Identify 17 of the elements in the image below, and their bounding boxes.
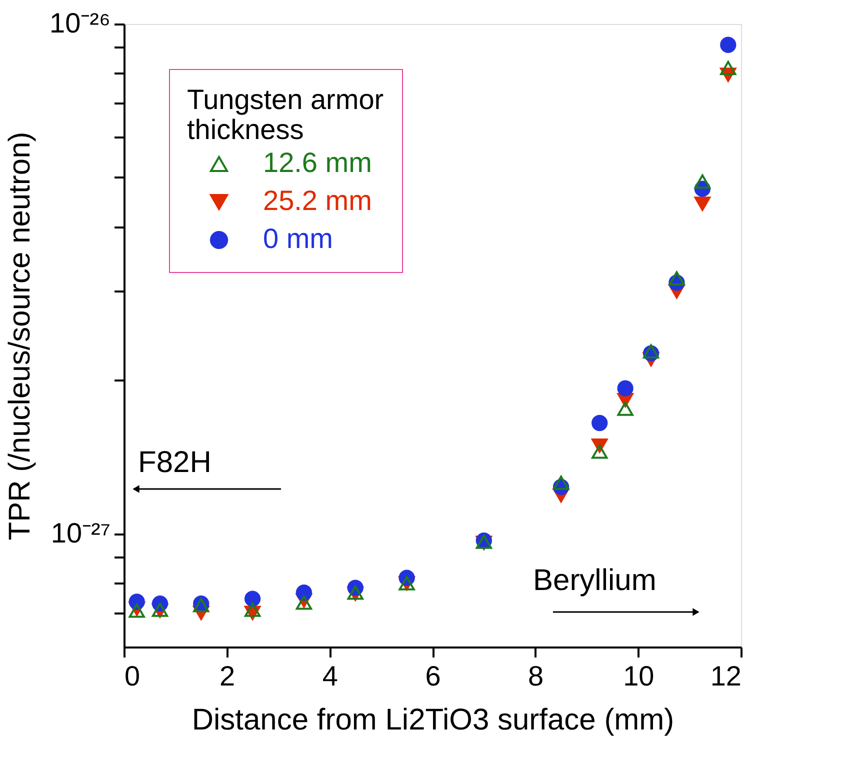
x-axis-title: Distance from Li2TiO3 surface (mm) xyxy=(192,704,674,736)
y-tick-label: 10⁻²⁶ xyxy=(50,8,110,38)
x-tick-label: 12 xyxy=(710,660,742,692)
x-tick-label: 4 xyxy=(322,660,338,692)
annotation: Beryllium xyxy=(533,564,656,597)
x-tick-label: 0 xyxy=(124,660,140,692)
legend-label: 0 mm xyxy=(263,223,333,254)
legend-label: 12.6 mm xyxy=(263,147,372,178)
x-tick-label: 10 xyxy=(623,660,654,692)
legend-label: 25.2 mm xyxy=(263,185,372,216)
annotation: F82H xyxy=(138,446,212,479)
legend-title: Tungsten armor thickness xyxy=(187,84,384,145)
y-tick-label: 10⁻²⁷ xyxy=(50,517,110,548)
x-tick-label: 2 xyxy=(220,660,236,692)
x-tick-label: 8 xyxy=(528,660,544,692)
x-tick-label: 6 xyxy=(425,660,441,692)
y-axis-title: TPR (/nucleus/source neutron) xyxy=(4,132,37,540)
